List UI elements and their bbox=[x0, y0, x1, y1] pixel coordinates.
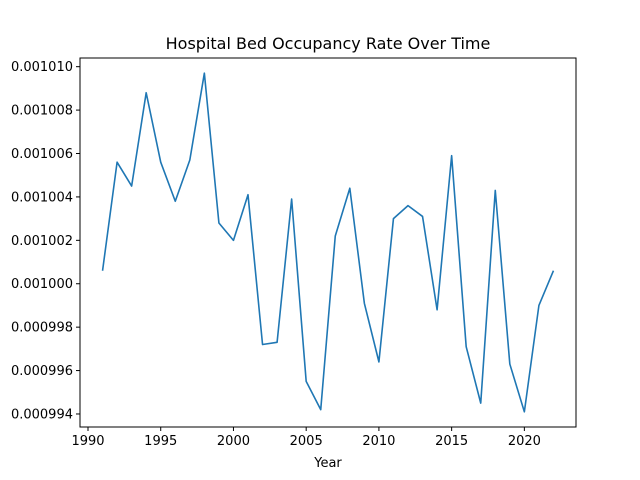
x-tick-label: 1995 bbox=[144, 434, 177, 449]
x-tick-label: 2015 bbox=[435, 434, 468, 449]
x-tick-label: 2000 bbox=[217, 434, 250, 449]
x-tick-label: 2005 bbox=[290, 434, 323, 449]
y-tick-label: 0.000996 bbox=[11, 364, 73, 379]
y-tick-label: 0.001000 bbox=[11, 277, 73, 292]
plot-frame bbox=[79, 57, 577, 428]
y-tick-label: 0.001008 bbox=[11, 104, 73, 119]
y-tick-label: 0.001010 bbox=[11, 60, 73, 75]
y-tick-label: 0.001006 bbox=[11, 147, 73, 162]
x-tick-label: 1990 bbox=[71, 434, 104, 449]
x-tick-label: 2010 bbox=[362, 434, 395, 449]
chart-title: Hospital Bed Occupancy Rate Over Time bbox=[166, 34, 491, 53]
y-axis: 0.000994 0.000996 0.000998 0.001000 0.001002… bbox=[11, 60, 80, 422]
y-tick-label: 0.001002 bbox=[11, 234, 73, 249]
series-line bbox=[101, 72, 555, 413]
x-axis-label: Year bbox=[313, 456, 342, 471]
x-tick-label: 2020 bbox=[508, 434, 541, 449]
y-tick-label: 0.000994 bbox=[11, 407, 73, 422]
y-tick-label: 0.000998 bbox=[11, 321, 73, 336]
plot-area bbox=[101, 72, 555, 413]
x-axis: 1990 1995 2000 2005 2010 2015 2020 bbox=[71, 427, 541, 449]
y-tick-label: 0.001004 bbox=[11, 190, 73, 205]
